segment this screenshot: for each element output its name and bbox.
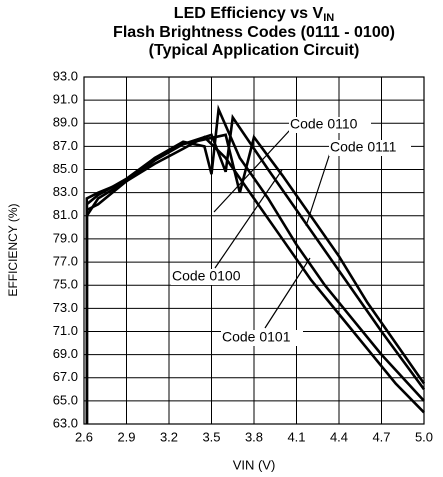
annotation-bg bbox=[171, 269, 253, 285]
annotation-bg bbox=[289, 117, 371, 133]
y-tick-label: 79.0 bbox=[53, 230, 78, 245]
y-tick-label: 91.0 bbox=[53, 92, 78, 107]
y-tick-label: 89.0 bbox=[53, 115, 78, 130]
series-line bbox=[85, 133, 426, 424]
annotation-leader bbox=[214, 169, 283, 269]
y-tick-label: 77.0 bbox=[53, 254, 78, 269]
plot-frame bbox=[83, 76, 425, 425]
x-tick-label: 5.0 bbox=[415, 429, 433, 444]
x-tick-label: 2.6 bbox=[75, 429, 93, 444]
x-tick-label: 2.9 bbox=[117, 429, 135, 444]
series-line bbox=[85, 135, 425, 424]
y-tick-label: 71.0 bbox=[53, 323, 78, 338]
y-tick-label: 85.0 bbox=[53, 161, 78, 176]
series-line bbox=[85, 104, 425, 424]
x-tick-label: 4.4 bbox=[330, 429, 348, 444]
x-tick-label: 3.2 bbox=[160, 429, 178, 444]
x-tick-label: 3.8 bbox=[245, 429, 263, 444]
chart-title: LED Efficiency vs VIN bbox=[174, 5, 334, 24]
annotation-leader bbox=[213, 129, 291, 213]
y-tick-label: 65.0 bbox=[53, 392, 78, 407]
y-tick-label: 63.0 bbox=[53, 415, 78, 430]
subtitle: Flash Brightness Codes (0111 - 0100) bbox=[113, 24, 395, 41]
annotation-bg bbox=[329, 140, 411, 156]
y-tick-label: 93.0 bbox=[53, 68, 78, 83]
y-tick-label: 83.0 bbox=[53, 184, 78, 199]
annotation-leader bbox=[264, 257, 311, 329]
x-tick-label: 3.5 bbox=[202, 429, 220, 444]
y-tick-label: 75.0 bbox=[53, 277, 78, 292]
series-label: Code 0100 bbox=[172, 268, 241, 284]
series-label: Code 0110 bbox=[290, 116, 358, 132]
x-tick-label: 4.1 bbox=[287, 429, 305, 444]
y-tick-label: 87.0 bbox=[53, 138, 78, 153]
y-tick-label: 73.0 bbox=[53, 300, 78, 315]
series-label: Code 0101 bbox=[222, 329, 291, 345]
annotation-bg bbox=[221, 330, 303, 346]
y-axis-label: EFFICIENCY (%) bbox=[6, 203, 20, 296]
x-axis-label: VIN (V) bbox=[233, 457, 276, 472]
title-subscript: IN bbox=[323, 12, 334, 24]
y-tick-label: 81.0 bbox=[53, 207, 78, 222]
y-tick-label: 67.0 bbox=[53, 369, 78, 384]
annotation-leader bbox=[305, 152, 331, 227]
y-tick-label: 69.0 bbox=[53, 346, 78, 361]
series-label: Code 0111 bbox=[330, 139, 397, 155]
x-tick-label: 4.7 bbox=[372, 429, 390, 444]
subtitle: (Typical Application Circuit) bbox=[149, 42, 360, 59]
title-main: LED Efficiency vs V bbox=[174, 5, 324, 22]
